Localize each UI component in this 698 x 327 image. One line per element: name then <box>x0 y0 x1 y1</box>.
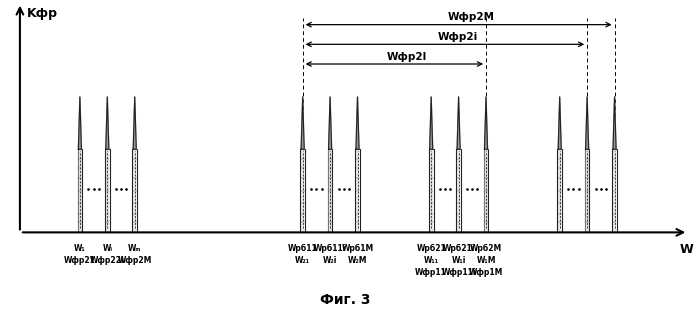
Polygon shape <box>78 97 82 149</box>
Bar <box>612 149 617 232</box>
Bar <box>328 149 332 232</box>
Text: Wфр2i: Wфр2i <box>438 32 478 42</box>
Polygon shape <box>613 97 616 149</box>
Text: Wфр21: Wфр21 <box>64 256 96 266</box>
Bar <box>558 149 561 232</box>
Bar <box>457 149 460 232</box>
Text: W₁: W₁ <box>74 244 86 253</box>
Bar <box>300 149 305 232</box>
Text: Wфр1M: Wфр1M <box>469 268 503 278</box>
Polygon shape <box>457 97 460 149</box>
Bar <box>456 149 461 232</box>
Text: W₂M: W₂M <box>348 256 367 266</box>
Bar <box>133 149 137 232</box>
Text: Wрб21: Wрб21 <box>416 244 446 253</box>
Text: W₁₁: W₁₁ <box>424 256 439 266</box>
Text: W₂₁: W₂₁ <box>295 256 310 266</box>
Text: W₂i: W₂i <box>323 256 337 266</box>
Text: Wрб2M: Wрб2M <box>470 244 502 253</box>
Text: Wфр11: Wфр11 <box>415 268 447 278</box>
Bar <box>77 149 82 232</box>
Text: Wрб11: Wрб11 <box>288 244 318 253</box>
Bar <box>484 149 488 232</box>
Text: Wₘ: Wₘ <box>128 244 142 253</box>
Bar <box>558 149 562 232</box>
Text: W₁i: W₁i <box>452 256 466 266</box>
Bar <box>429 149 433 232</box>
Bar <box>586 149 589 232</box>
Polygon shape <box>558 97 561 149</box>
Bar <box>78 149 82 232</box>
Polygon shape <box>106 97 109 149</box>
Text: Wфр2M: Wфр2M <box>117 256 152 266</box>
Bar <box>613 149 616 232</box>
Bar <box>301 149 304 232</box>
Text: Kфр: Kфр <box>27 7 58 20</box>
Bar <box>429 149 433 232</box>
Polygon shape <box>484 97 488 149</box>
Text: Wфр11i: Wфр11i <box>441 268 476 278</box>
Bar <box>133 149 136 232</box>
Bar <box>355 149 360 232</box>
Text: Wфр22i: Wфр22i <box>90 256 124 266</box>
Text: W: W <box>680 243 693 256</box>
Bar <box>356 149 359 232</box>
Text: Wрб21i: Wрб21i <box>443 244 475 253</box>
Polygon shape <box>430 97 433 149</box>
Bar <box>329 149 332 232</box>
Text: Wфр2M: Wфр2M <box>448 12 495 23</box>
Polygon shape <box>356 97 359 149</box>
Text: Фиг. 3: Фиг. 3 <box>320 293 371 307</box>
Bar <box>585 149 590 232</box>
Polygon shape <box>329 97 332 149</box>
Bar <box>484 149 489 232</box>
Polygon shape <box>586 97 588 149</box>
Bar <box>105 149 110 232</box>
Text: Wрб11i: Wрб11i <box>314 244 346 253</box>
Text: Wᵢ: Wᵢ <box>103 244 112 253</box>
Text: W₁M: W₁M <box>476 256 496 266</box>
Text: Wфр2l: Wфр2l <box>387 52 427 62</box>
Text: Wрб1M: Wрб1M <box>341 244 373 253</box>
Bar <box>105 149 109 232</box>
Polygon shape <box>133 97 136 149</box>
Polygon shape <box>301 97 304 149</box>
